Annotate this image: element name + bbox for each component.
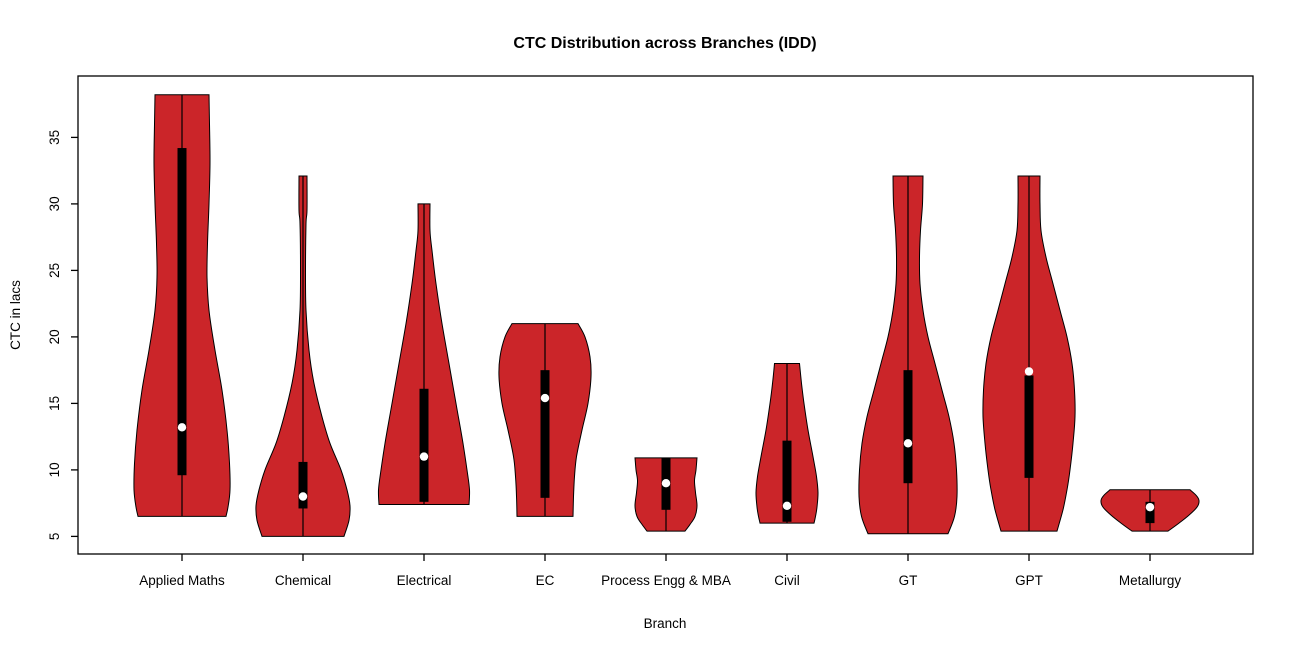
x-tick-label: Chemical: [275, 573, 331, 588]
y-tick-label: 20: [47, 329, 62, 344]
median-dot: [540, 393, 550, 403]
median-dot: [1145, 502, 1155, 512]
x-tick-label: GPT: [1015, 573, 1043, 588]
median-dot: [298, 492, 308, 501]
violin-civil: [755, 363, 819, 524]
chart-title: CTC Distribution across Branches (IDD): [513, 35, 816, 52]
y-tick-label: 30: [47, 196, 62, 211]
violin-gpt: [982, 175, 1076, 532]
violin-applied-maths: [133, 94, 231, 517]
iqr-box: [1145, 501, 1155, 524]
y-tick-label: 25: [47, 263, 62, 278]
iqr-box: [782, 440, 792, 522]
iqr-box: [177, 148, 187, 476]
x-tick-label: Applied Maths: [139, 573, 225, 588]
plot-area: 5 10 15 20 25 30 35 Applied Maths Chemical Electr…: [47, 75, 1254, 588]
median-dot: [661, 479, 671, 488]
y-tick-label: 35: [47, 130, 62, 145]
x-tick-label: GT: [899, 573, 918, 588]
y-axis-label: CTC in lacs: [8, 280, 23, 350]
median-dot: [903, 439, 913, 448]
y-tick-label: 10: [47, 462, 62, 477]
iqr-box: [540, 370, 550, 498]
iqr-box: [419, 388, 429, 502]
x-axis-label: Branch: [644, 616, 687, 631]
y-tick-label: 5: [47, 533, 62, 541]
iqr-box: [1024, 375, 1034, 478]
violin-electrical: [377, 203, 471, 505]
iqr-box: [903, 370, 913, 484]
x-tick-label: Metallurgy: [1119, 573, 1182, 588]
violin-metallurgy: [1100, 489, 1200, 532]
x-tick-label: EC: [536, 573, 555, 588]
violin-gt: [858, 175, 958, 535]
median-dot: [177, 423, 187, 432]
x-tick-label: Civil: [774, 573, 800, 588]
x-tick-label: Electrical: [397, 573, 452, 588]
x-tick-label: Process Engg & MBA: [601, 573, 731, 588]
median-dot: [782, 501, 792, 511]
violin-chemical: [255, 175, 351, 537]
iqr-box: [298, 461, 308, 509]
violin-process-engg-mba: [634, 457, 698, 532]
violin-ec: [498, 323, 592, 517]
median-dot: [419, 452, 429, 461]
median-dot: [1024, 367, 1034, 376]
y-tick-label: 15: [47, 396, 62, 411]
